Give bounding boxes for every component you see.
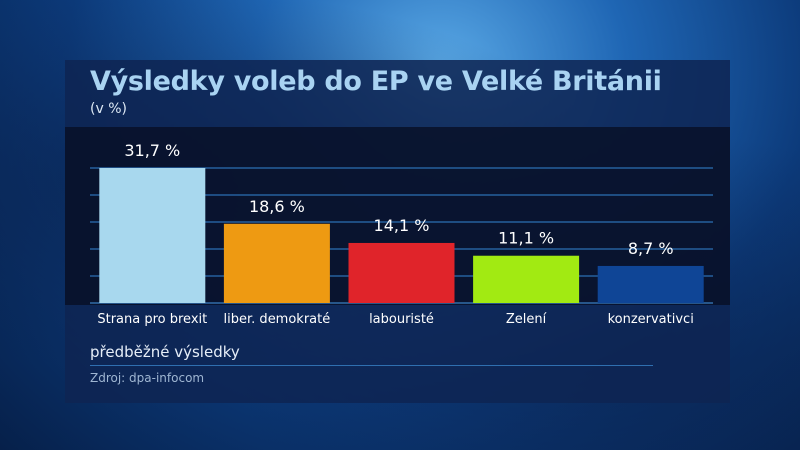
data-label: 31,7 % <box>124 141 180 160</box>
bar <box>597 265 704 303</box>
category-label: konzervativci <box>608 312 694 327</box>
category-label: Strana pro brexit <box>97 312 207 327</box>
bar <box>223 223 330 303</box>
preliminary-note: předběžné výsledky <box>90 343 240 361</box>
bar <box>473 255 580 303</box>
category-label: liber. demokraté <box>224 312 331 327</box>
category-label: Zelení <box>506 312 547 327</box>
data-label: 18,6 % <box>249 197 305 216</box>
chart-title: Výsledky voleb do EP ve Velké Británii <box>90 66 662 97</box>
divider <box>90 365 653 366</box>
data-label: 11,1 % <box>498 229 554 248</box>
data-label: 14,1 % <box>374 216 430 235</box>
source-label: Zdroj: dpa-infocom <box>90 371 205 385</box>
category-label: labouristé <box>369 312 434 327</box>
bar <box>99 168 206 303</box>
chart-subtitle: (v %) <box>90 101 127 117</box>
data-label: 8,7 % <box>628 239 674 258</box>
bar <box>348 242 455 303</box>
